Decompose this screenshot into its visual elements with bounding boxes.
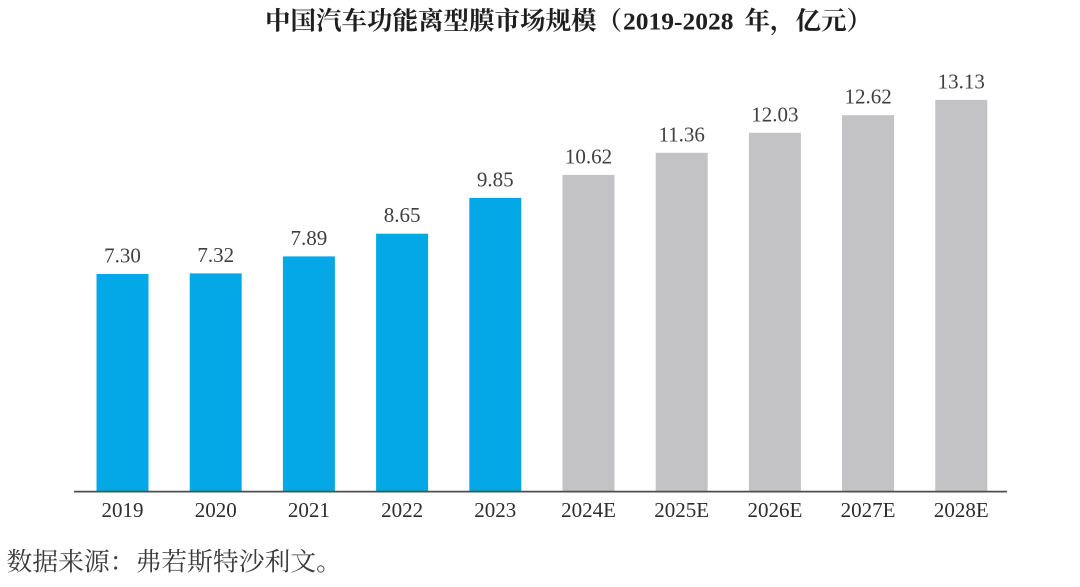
svg-text:2025E: 2025E bbox=[654, 498, 709, 522]
svg-text:2019: 2019 bbox=[102, 498, 144, 522]
svg-text:7.89: 7.89 bbox=[291, 226, 328, 250]
svg-text:11.36: 11.36 bbox=[658, 122, 704, 146]
svg-text:12.03: 12.03 bbox=[751, 102, 798, 126]
svg-text:10.62: 10.62 bbox=[565, 144, 612, 168]
svg-text:2023: 2023 bbox=[474, 498, 516, 522]
svg-text:7.30: 7.30 bbox=[104, 244, 141, 268]
svg-text:13.13: 13.13 bbox=[938, 69, 985, 93]
svg-text:12.62: 12.62 bbox=[844, 85, 891, 109]
svg-text:2021: 2021 bbox=[288, 498, 330, 522]
svg-text:8.65: 8.65 bbox=[384, 203, 421, 227]
svg-text:2020: 2020 bbox=[195, 498, 237, 522]
svg-text:2026E: 2026E bbox=[747, 498, 802, 522]
svg-text:2019-2028: 2019-2028 bbox=[623, 9, 734, 36]
svg-text:2027E: 2027E bbox=[841, 498, 896, 522]
svg-text:2022: 2022 bbox=[381, 498, 423, 522]
svg-text:9.85: 9.85 bbox=[477, 167, 514, 191]
svg-text:7.32: 7.32 bbox=[197, 243, 234, 267]
svg-text:2028E: 2028E bbox=[934, 498, 989, 522]
svg-text:2024E: 2024E bbox=[561, 498, 616, 522]
